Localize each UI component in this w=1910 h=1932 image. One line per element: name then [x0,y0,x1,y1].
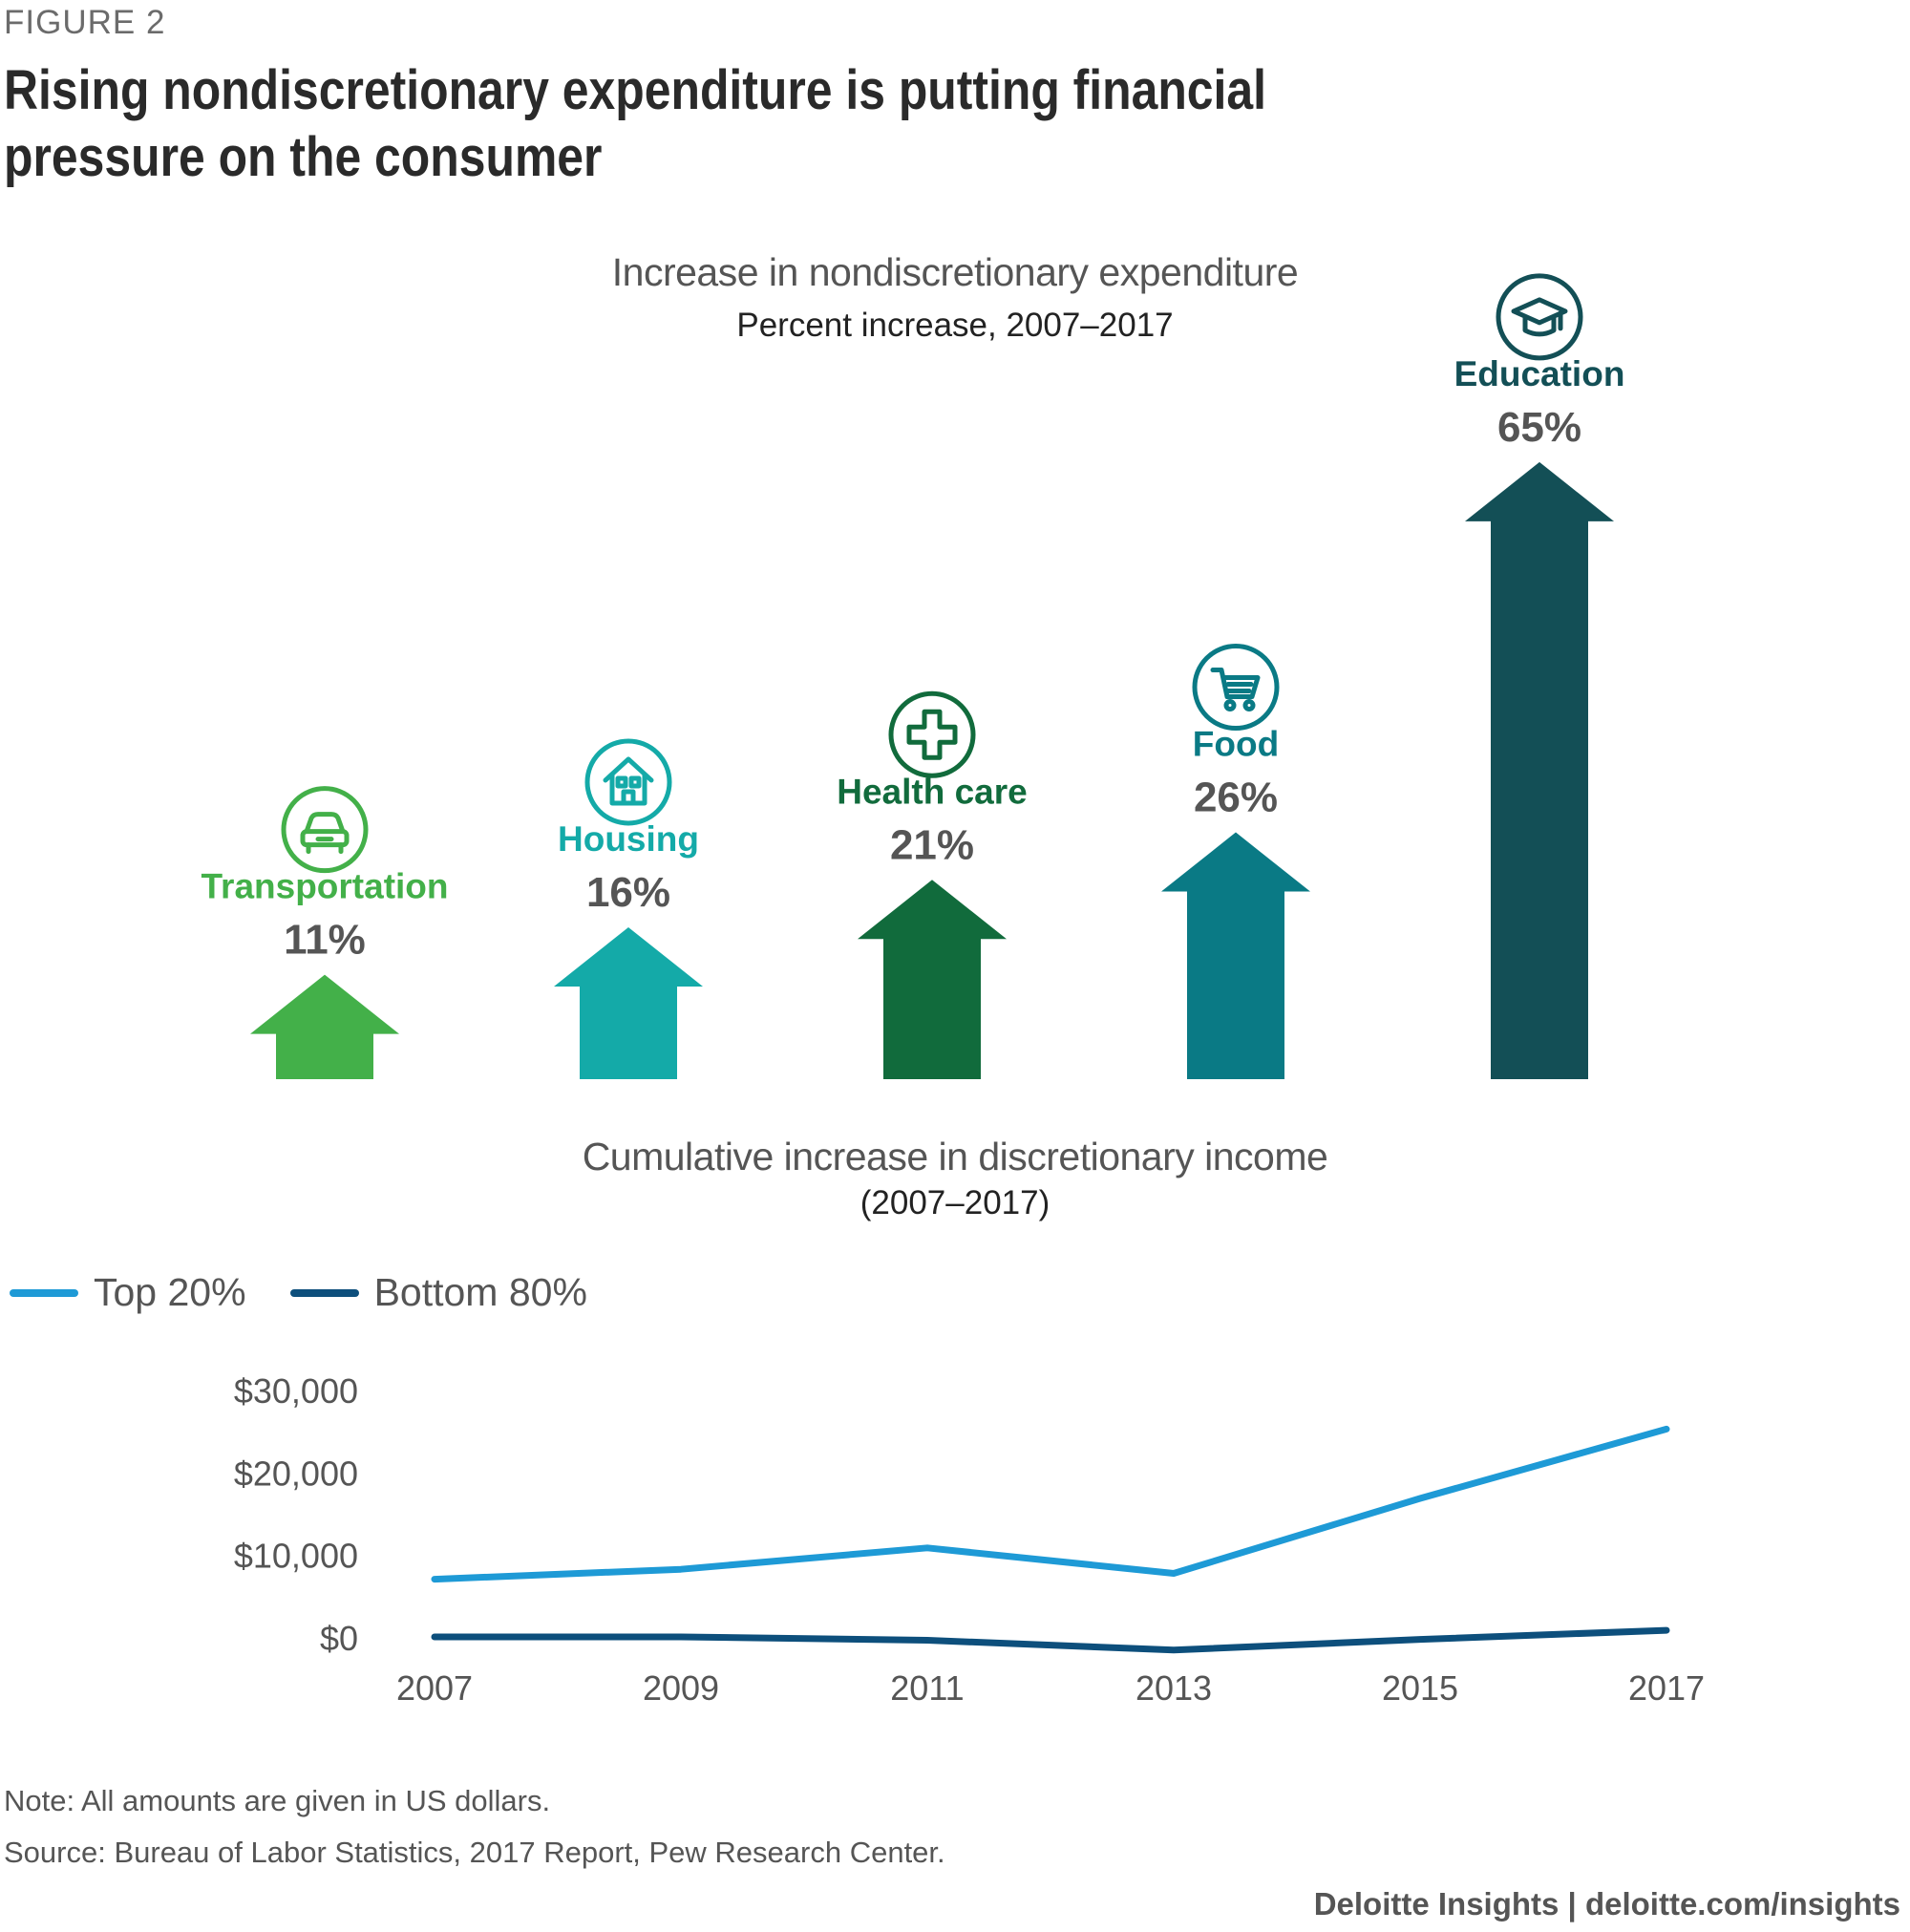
graduation-cap-icon [1496,273,1583,361]
line-chart-subtitle: (2007–2017) [860,1184,1050,1221]
source-text: Source: Bureau of Labor Statistics, 2017… [4,1836,945,1869]
x-tick-label-2009: 2009 [643,1668,719,1708]
line-chart: $30,000 $20,000 $10,000 $0 2007 2009 2011 2013 2… [234,1371,1705,1708]
x-tick-label-2007: 2007 [396,1668,473,1708]
main-title: Rising nondiscretionary expenditure is p… [4,59,1266,188]
arrow-bar-food [1161,832,1310,1079]
note-text: Note: All amounts are given in US dollar… [4,1784,551,1817]
x-tick-label-2017: 2017 [1628,1668,1705,1708]
line-chart-legend: Top 20% Bottom 80% [10,1270,587,1315]
x-tick-label-2015: 2015 [1382,1668,1458,1708]
legend-label-bottom-80: Bottom 80% [373,1270,587,1314]
bar-chart-subtitle: Percent increase, 2007–2017 [736,307,1174,344]
legend-swatch-top-20 [10,1288,78,1297]
y-tick-label: $20,000 [234,1454,358,1493]
footer-credit: Deloitte Insights | deloitte.com/insight… [1313,1886,1900,1921]
x-tick-label-2013: 2013 [1135,1668,1212,1708]
value-label-education: 65% [1497,404,1581,451]
car-icon [281,786,369,874]
arrow-bar-housing [554,926,703,1079]
arrow-bar-education [1465,461,1614,1079]
value-label-health-care: 21% [890,821,974,868]
y-tick-label: $0 [320,1619,358,1658]
series-line-top-20 [431,1425,1670,1583]
series-line-bottom-80 [431,1626,1670,1654]
category-label-transportation: Transportation [201,867,448,906]
legend-item-top-20: Top 20% [10,1270,246,1315]
category-label-food: Food [1193,725,1279,764]
house-icon [584,738,672,826]
category-label-housing: Housing [558,819,699,859]
bar-chart-title: Increase in nondiscretionary expenditure [611,250,1299,294]
x-tick-label-2011: 2011 [890,1668,964,1708]
shopping-cart-icon [1192,644,1280,732]
value-label-transportation: 11% [284,917,366,964]
value-label-housing: 16% [586,869,670,916]
figure-label: FIGURE 2 [4,4,166,41]
arrow-bar-chart: 11% Transportation 16% Housing 21% Health car… [201,273,1625,1079]
arrow-bar-transportation [250,974,399,1079]
category-label-health-care: Health care [837,772,1028,811]
value-label-food: 26% [1194,775,1278,821]
legend-label-top-20: Top 20% [94,1270,246,1314]
medical-cross-icon [888,690,976,778]
y-tick-label: $30,000 [234,1371,358,1411]
category-label-education: Education [1454,354,1625,393]
legend-swatch-bottom-80 [289,1288,359,1297]
legend-item-bottom-80: Bottom 80% [289,1270,587,1315]
y-tick-label: $10,000 [234,1537,358,1576]
line-chart-title: Cumulative increase in discretionary inc… [582,1135,1328,1178]
arrow-bar-health-care [858,880,1007,1079]
